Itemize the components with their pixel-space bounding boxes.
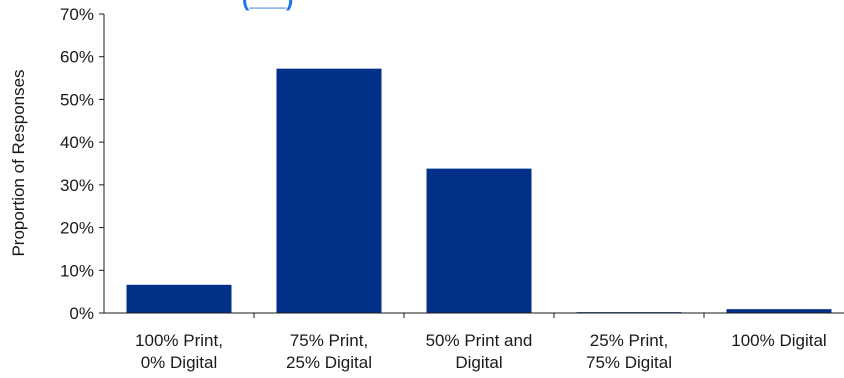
- y-tick-label: 30%: [60, 176, 94, 195]
- y-tick-label: 0%: [69, 304, 94, 323]
- y-tick-marks: [99, 13, 104, 314]
- x-tick-label: 50% Print and Digital: [426, 331, 533, 372]
- y-tick-label: 20%: [60, 219, 94, 238]
- chart-title: (___): [242, 0, 293, 11]
- y-tick-label: 40%: [60, 133, 94, 152]
- y-tick-label: 50%: [60, 90, 94, 109]
- bar: [126, 284, 232, 313]
- y-axis-label: Proportion of Responses: [9, 69, 28, 256]
- x-tick-label: 100% Digital: [731, 331, 826, 350]
- x-tick-label: 75% Print, 25% Digital: [286, 331, 372, 372]
- bar: [276, 68, 382, 313]
- x-tick-labels: 100% Print, 0% Digital 75% Print, 25% Digit…: [135, 313, 827, 372]
- x-tick-label: 100% Print, 0% Digital: [135, 331, 223, 372]
- y-tick-label: 70%: [60, 5, 94, 24]
- y-tick-label: 60%: [60, 48, 94, 67]
- bars: [126, 68, 832, 313]
- bar: [726, 309, 832, 313]
- y-tick-labels: 0% 10% 20% 30% 40% 50% 60% 70%: [60, 5, 94, 323]
- bar: [426, 168, 532, 313]
- y-tick-label: 10%: [60, 261, 94, 280]
- x-tick-label: 25% Print, 75% Digital: [586, 331, 672, 372]
